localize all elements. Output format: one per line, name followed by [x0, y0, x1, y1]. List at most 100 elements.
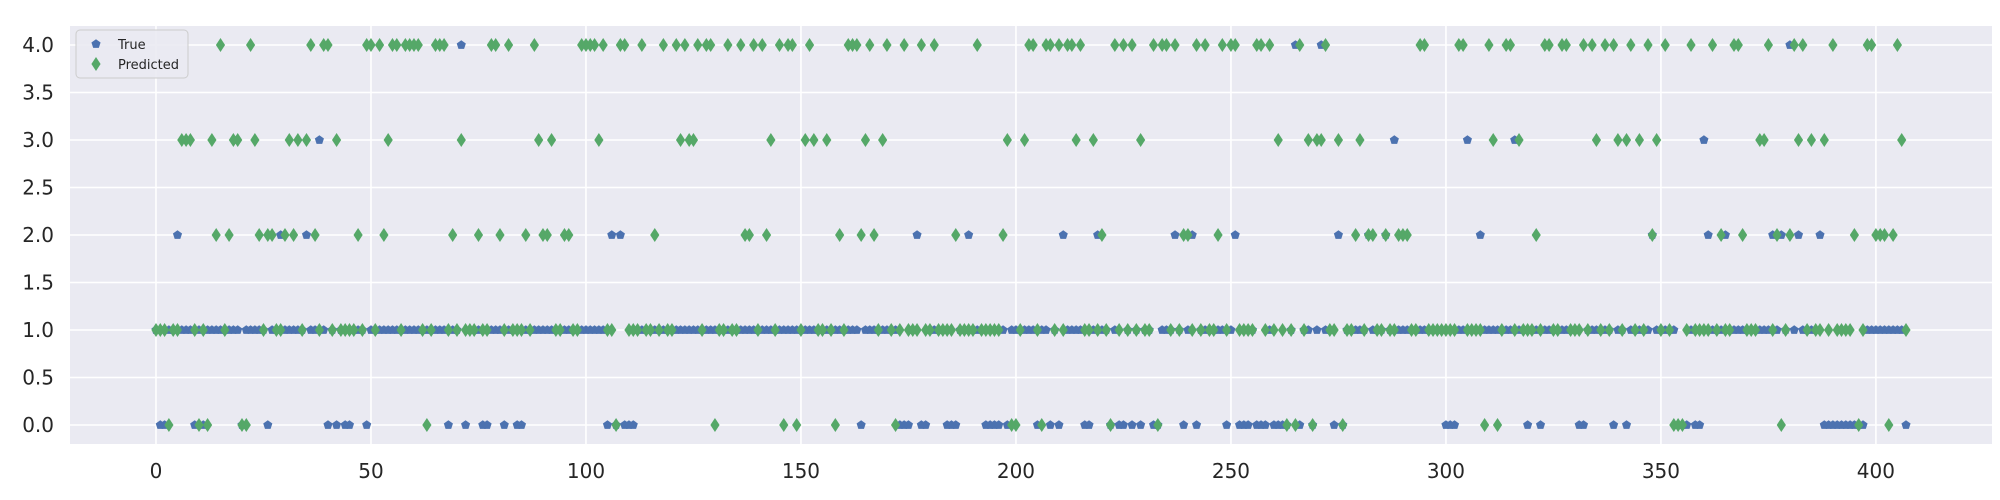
predicted-point: [254, 228, 264, 242]
predicted-point: [1032, 323, 1043, 337]
predicted-point: [1015, 323, 1025, 337]
predicted-point: [392, 38, 402, 52]
predicted-point: [1656, 323, 1666, 337]
predicted-point: [1888, 228, 1898, 242]
predicted-point: [349, 323, 359, 337]
true-point: [1901, 420, 1911, 429]
predicted-point: [1634, 133, 1645, 147]
predicted-point: [1647, 228, 1657, 242]
predicted-point: [912, 323, 922, 337]
predicted-point: [521, 228, 531, 242]
predicted-point: [1230, 38, 1240, 52]
true-point: [951, 420, 961, 429]
true-point: [233, 325, 243, 334]
true-point: [1695, 420, 1705, 429]
predicted-point: [1591, 133, 1602, 147]
predicted-point: [1677, 418, 1688, 432]
legend-label-true: True: [117, 38, 146, 53]
predicted-point: [1037, 418, 1047, 432]
legend-marker-predicted: [91, 57, 101, 71]
legend: True Predicted: [75, 29, 189, 79]
predicted-point: [1114, 323, 1124, 337]
predicted-point: [1884, 418, 1894, 432]
true-point: [461, 420, 471, 429]
predicted-point: [417, 323, 428, 337]
predicted-point: [598, 38, 608, 52]
predicted-point: [301, 133, 312, 147]
x-tick-label: 0: [150, 459, 163, 483]
predicted-point: [280, 228, 290, 242]
predicted-point: [706, 38, 716, 52]
predicted-point: [542, 228, 552, 242]
true-point: [1793, 230, 1804, 239]
predicted-point: [1763, 38, 1774, 52]
predicted-point: [736, 38, 746, 52]
predicted-point: [284, 133, 294, 147]
predicted-point: [1286, 323, 1296, 337]
true-point: [1578, 420, 1589, 429]
predicted-point: [779, 418, 789, 432]
predicted-point: [1170, 38, 1180, 52]
predicted-point: [1136, 133, 1146, 147]
true-point: [607, 230, 617, 239]
predicted-point: [882, 38, 892, 52]
predicted-point: [306, 38, 316, 52]
true-point: [912, 230, 922, 239]
predicted-point: [469, 323, 479, 337]
predicted-point: [1514, 133, 1524, 147]
predicted-point: [835, 228, 845, 242]
true-point: [332, 420, 342, 429]
predicted-point: [1609, 38, 1619, 52]
predicted-point: [1781, 323, 1791, 337]
predicted-point: [396, 323, 406, 337]
predicted-point: [658, 38, 668, 52]
true-point: [921, 420, 931, 429]
predicted-point: [637, 38, 647, 52]
predicted-point: [1265, 38, 1275, 52]
predicted-point: [1191, 38, 1202, 52]
predicted-point: [241, 418, 251, 432]
predicted-point: [288, 228, 299, 242]
y-tick-label: 2.0: [22, 223, 54, 247]
true-point: [1222, 420, 1232, 429]
y-tick-label: 4.0: [22, 33, 54, 57]
predicted-point: [310, 228, 320, 242]
predicted-point: [650, 228, 660, 242]
true-point: [852, 325, 862, 334]
predicted-point: [1213, 228, 1223, 242]
predicted-point: [1733, 38, 1743, 52]
predicted-point: [1161, 38, 1172, 52]
true-point: [1535, 420, 1546, 429]
predicted-point: [1054, 38, 1064, 52]
predicted-point: [774, 38, 785, 52]
predicted-point: [172, 323, 183, 337]
predicted-point: [1600, 38, 1610, 52]
predicted-point: [873, 323, 883, 337]
predicted-point: [1596, 323, 1606, 337]
predicted-point: [697, 323, 707, 337]
predicted-point: [1643, 38, 1653, 52]
predicted-point: [611, 418, 621, 432]
predicted-point: [422, 418, 432, 432]
predicted-point: [456, 133, 466, 147]
predicted-point: [770, 323, 780, 337]
predicted-point: [202, 418, 213, 432]
predicted-point: [1148, 38, 1159, 52]
x-tick-label: 300: [1427, 459, 1465, 483]
predicted-point: [792, 418, 802, 432]
true-point: [628, 420, 638, 429]
predicted-point: [1411, 323, 1421, 337]
predicted-point: [443, 323, 453, 337]
predicted-point: [804, 38, 815, 52]
predicted-point: [370, 323, 380, 337]
predicted-point: [276, 323, 286, 337]
predicted-point: [968, 323, 978, 337]
predicted-point: [951, 228, 961, 242]
predicted-point: [1630, 323, 1640, 337]
predicted-point: [723, 38, 733, 52]
true-point: [856, 420, 866, 429]
predicted-point: [159, 323, 170, 337]
predicted-point: [1854, 418, 1864, 432]
predicted-point: [1544, 38, 1554, 52]
